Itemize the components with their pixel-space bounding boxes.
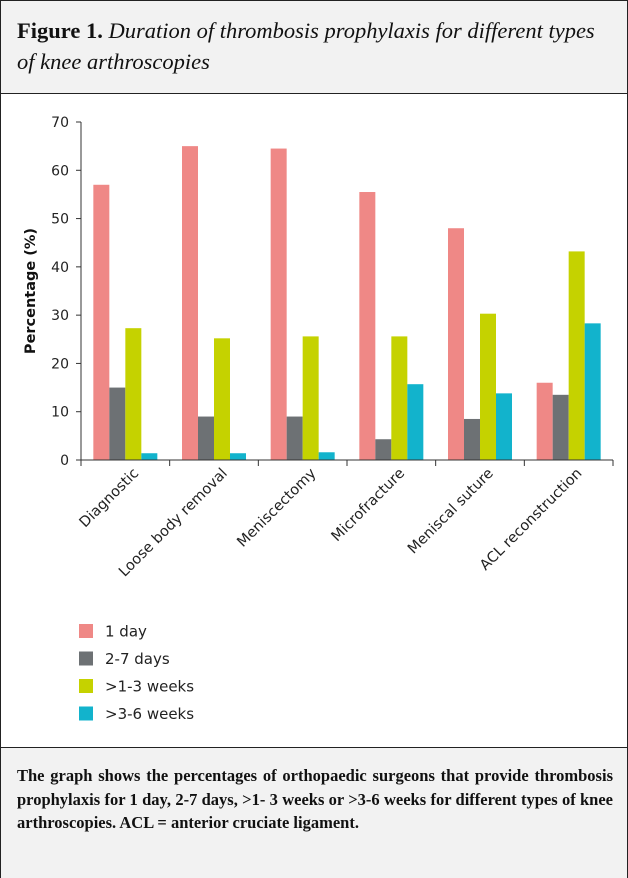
bar <box>182 146 198 460</box>
bar <box>286 416 303 460</box>
bar <box>125 328 142 460</box>
bar <box>109 387 126 460</box>
y-tick-label: 70 <box>51 115 69 131</box>
bar <box>302 336 319 460</box>
y-axis-label: Percentage (%) <box>23 228 39 354</box>
x-tick-label: Microfracture <box>329 465 409 545</box>
bar <box>214 338 230 460</box>
bar <box>464 418 480 460</box>
figure-title-text: Duration of thrombosis prophylaxis for d… <box>17 18 595 74</box>
bar <box>318 452 335 460</box>
bar <box>552 394 569 460</box>
bar <box>480 313 496 460</box>
y-axis: 0 10 20 30 40 50 60 70 Percentage (%) <box>23 115 82 469</box>
caption-box: The graph shows the percentages of ortho… <box>1 747 627 878</box>
y-tick-label: 20 <box>51 356 69 372</box>
x-tick-label: Meniscal suture <box>405 465 497 557</box>
y-tick-label: 10 <box>51 405 69 421</box>
legend-swatch <box>79 651 93 666</box>
figure-header: Figure 1. Duration of thrombosis prophyl… <box>1 1 627 94</box>
figure-caption: The graph shows the percentages of ortho… <box>17 766 613 832</box>
bar <box>270 148 287 461</box>
legend-swatch <box>79 624 93 638</box>
bar <box>93 184 110 460</box>
bar <box>391 336 408 460</box>
bar <box>375 439 392 460</box>
legend-label: >1-3 weeks <box>105 678 194 696</box>
legend-label: 1 day <box>105 623 147 641</box>
y-tick-label: 60 <box>51 163 69 179</box>
y-tick-label: 50 <box>51 212 69 228</box>
y-tick-label: 30 <box>51 308 69 324</box>
x-tick-label: Diagnostic <box>77 466 142 531</box>
bar <box>198 416 214 460</box>
bar <box>496 393 512 460</box>
y-tick-label: 0 <box>60 453 69 469</box>
bar <box>141 453 158 460</box>
x-tick-label: ACL reconstruction <box>477 466 585 574</box>
bar <box>448 228 464 460</box>
figure-label: Figure 1. <box>17 18 103 43</box>
legend-label: 2-7 days <box>105 650 170 668</box>
bar <box>359 192 376 460</box>
bar <box>407 384 424 460</box>
legend-label: >3-6 weeks <box>105 705 194 723</box>
legend-swatch <box>79 706 93 721</box>
bar-chart: 0 10 20 30 40 50 60 70 Percentage (%) Diagnostic… <box>23 115 614 723</box>
bar <box>584 323 601 460</box>
bar <box>230 453 246 460</box>
y-tick-label: 40 <box>51 260 69 276</box>
bars <box>93 146 601 461</box>
legend-swatch <box>79 679 93 693</box>
bar <box>536 382 553 460</box>
legend: 1 day 2-7 days >1-3 weeks >3-6 weeks <box>79 623 194 723</box>
x-tick-label: Meniscectomy <box>234 465 319 550</box>
bar <box>568 251 585 460</box>
figure-title: Figure 1. Duration of thrombosis prophyl… <box>17 15 617 77</box>
